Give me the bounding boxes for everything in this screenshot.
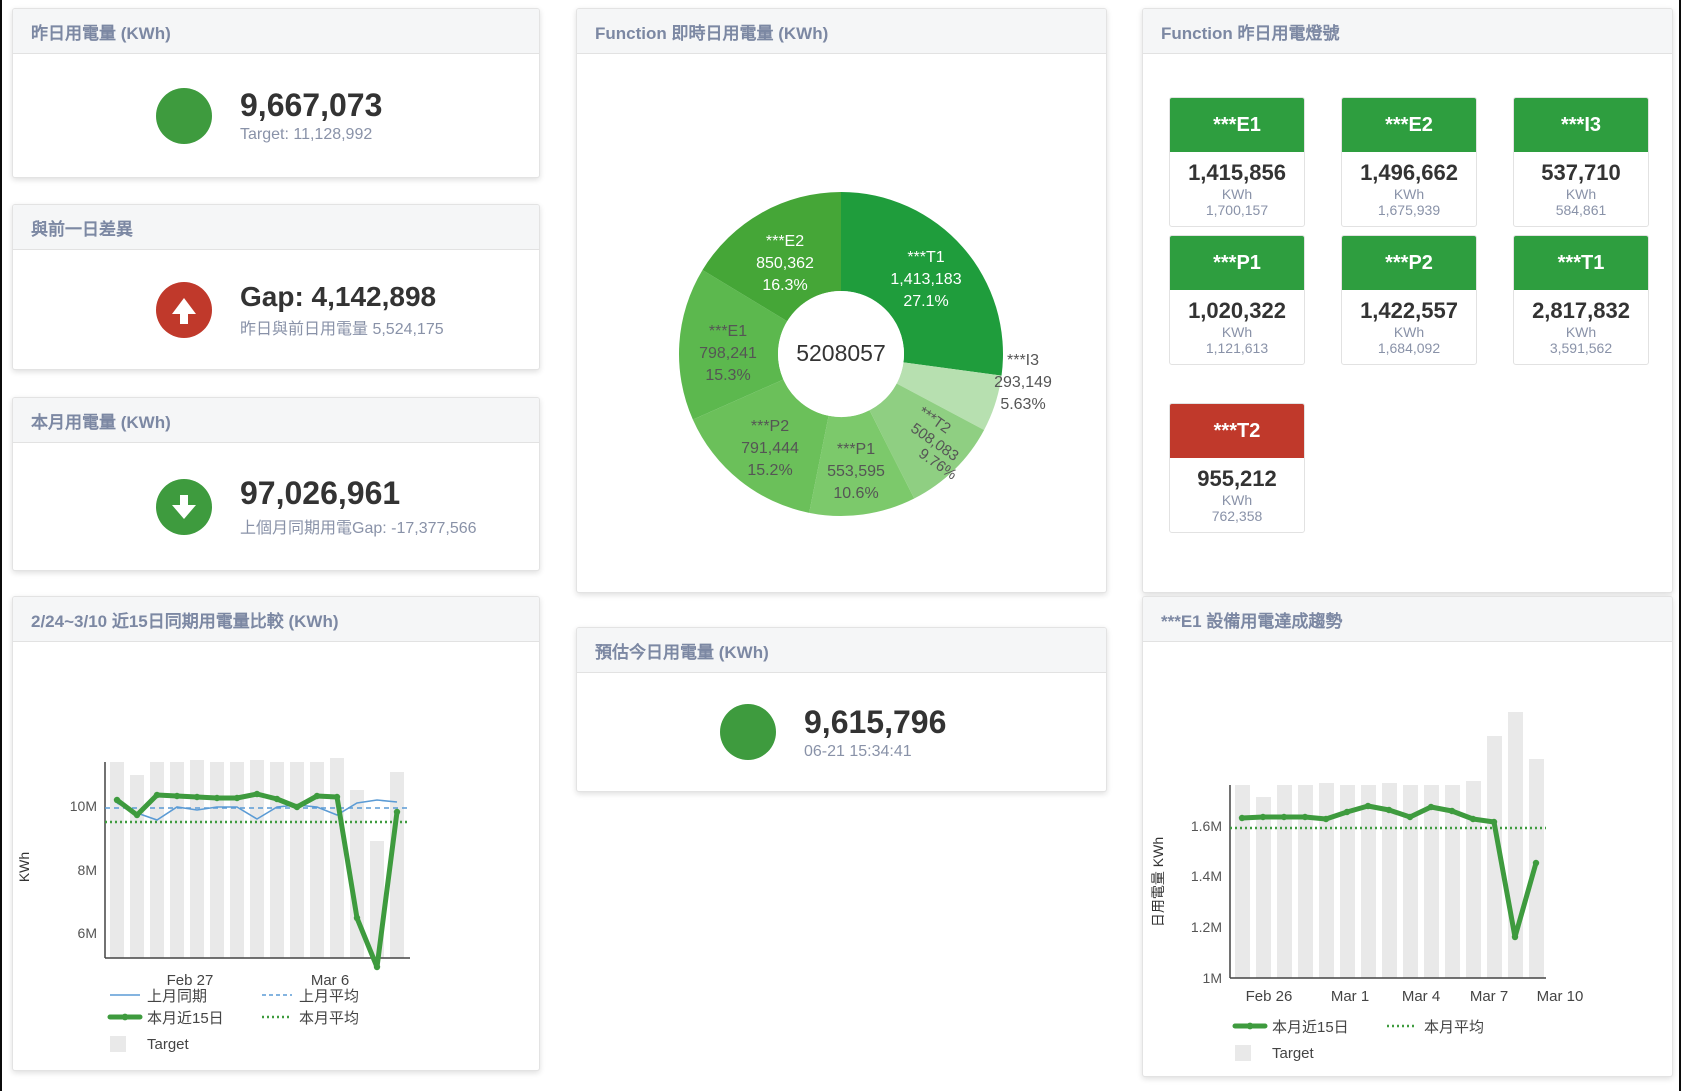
svg-text:Mar 7: Mar 7 bbox=[1470, 988, 1508, 1005]
svg-text:Feb 26: Feb 26 bbox=[1246, 988, 1293, 1005]
svg-text:Mar 1: Mar 1 bbox=[1331, 988, 1369, 1005]
svg-text:KWh: KWh bbox=[16, 852, 32, 882]
svg-text:Mar 6: Mar 6 bbox=[311, 972, 349, 989]
svg-text:1.6M: 1.6M bbox=[1191, 818, 1222, 834]
svg-text:1.4M: 1.4M bbox=[1191, 868, 1222, 884]
svg-text:本月近15日: 本月近15日 bbox=[1272, 1019, 1349, 1036]
svg-text:上月同期: 上月同期 bbox=[147, 988, 207, 1005]
svg-text:Mar 10: Mar 10 bbox=[1537, 988, 1584, 1005]
svg-text:798,241: 798,241 bbox=[699, 345, 757, 362]
svg-text:***T1: ***T1 bbox=[907, 249, 944, 266]
svg-text:***P1: ***P1 bbox=[837, 441, 875, 458]
svg-text:6M: 6M bbox=[78, 925, 97, 941]
svg-text:Feb 27: Feb 27 bbox=[167, 972, 214, 989]
svg-text:***E1: ***E1 bbox=[709, 323, 747, 340]
svg-text:Target: Target bbox=[147, 1036, 190, 1053]
svg-text:本月近15日: 本月近15日 bbox=[147, 1010, 224, 1027]
svg-text:791,444: 791,444 bbox=[741, 440, 799, 457]
svg-text:15.3%: 15.3% bbox=[705, 367, 750, 384]
svg-text:1.2M: 1.2M bbox=[1191, 919, 1222, 935]
svg-text:850,362: 850,362 bbox=[756, 255, 814, 272]
svg-text:553,595: 553,595 bbox=[827, 463, 885, 480]
svg-text:上月平均: 上月平均 bbox=[299, 988, 359, 1005]
svg-text:1M: 1M bbox=[1203, 970, 1222, 986]
svg-text:16.3%: 16.3% bbox=[762, 277, 807, 294]
svg-text:***P2: ***P2 bbox=[751, 418, 789, 435]
svg-text:15.2%: 15.2% bbox=[747, 462, 792, 479]
svg-text:本月平均: 本月平均 bbox=[299, 1010, 359, 1027]
svg-text:本月平均: 本月平均 bbox=[1424, 1019, 1484, 1036]
svg-text:Target: Target bbox=[1272, 1045, 1315, 1062]
svg-text:5.63%: 5.63% bbox=[1000, 396, 1045, 413]
svg-text:293,149: 293,149 bbox=[994, 374, 1052, 391]
svg-text:27.1%: 27.1% bbox=[903, 293, 948, 310]
svg-text:***E2: ***E2 bbox=[766, 233, 804, 250]
svg-text:5208057: 5208057 bbox=[796, 340, 886, 366]
svg-text:***I3: ***I3 bbox=[1007, 352, 1039, 369]
svg-text:10M: 10M bbox=[70, 798, 97, 814]
svg-text:10.6%: 10.6% bbox=[833, 485, 878, 502]
svg-text:8M: 8M bbox=[78, 862, 97, 878]
svg-text:日用電量 KWh: 日用電量 KWh bbox=[1150, 837, 1166, 927]
svg-text:1,413,183: 1,413,183 bbox=[890, 271, 961, 288]
svg-text:Mar 4: Mar 4 bbox=[1402, 988, 1440, 1005]
